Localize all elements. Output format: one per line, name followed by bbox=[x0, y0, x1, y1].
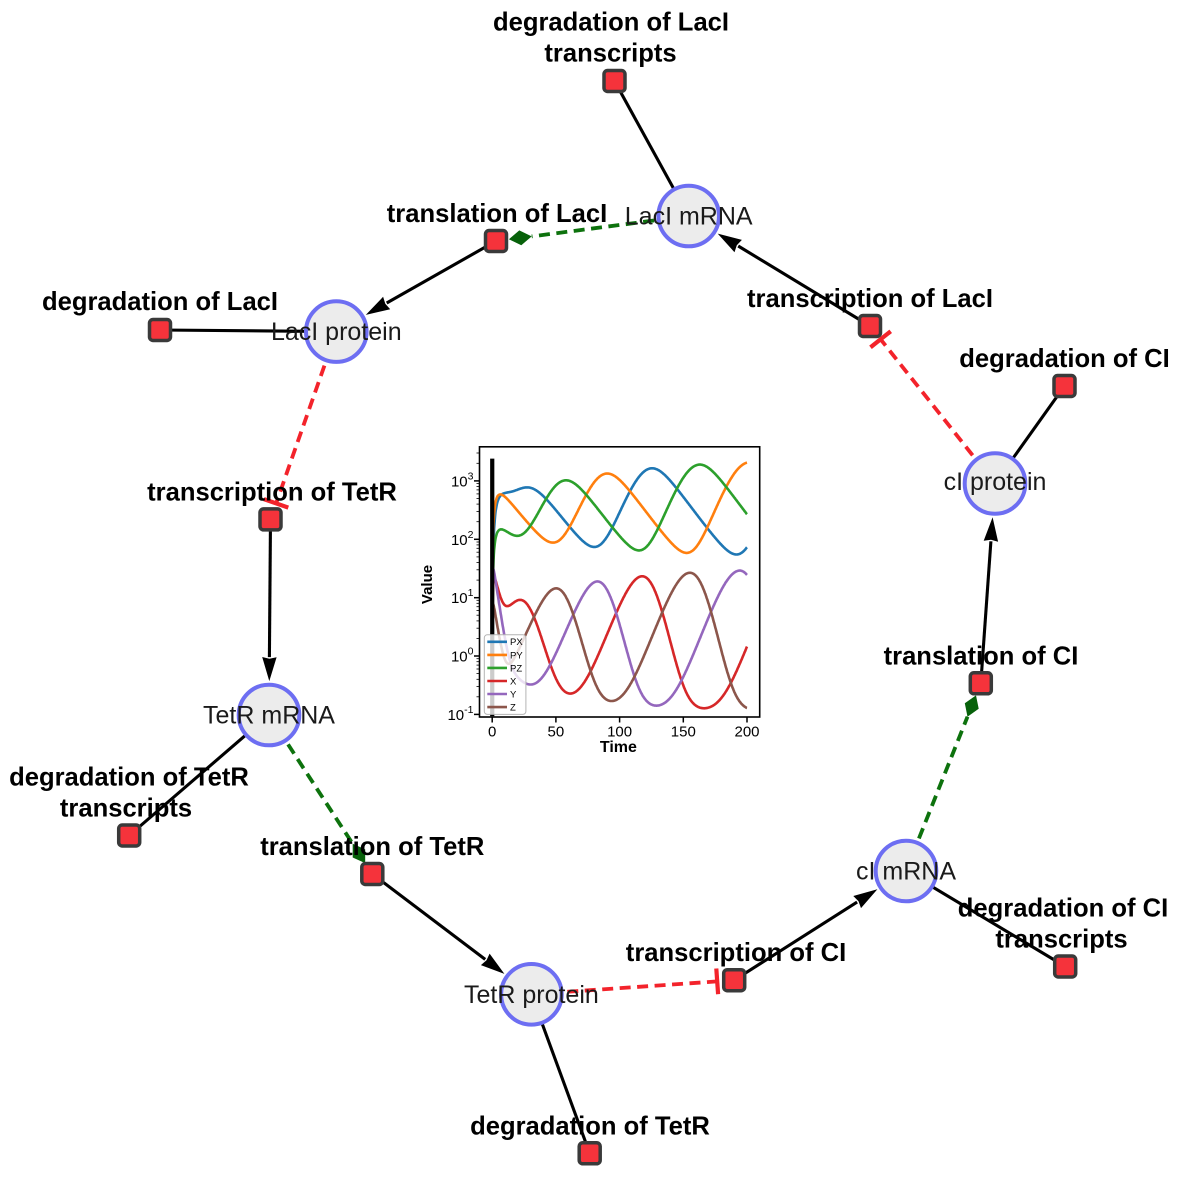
svg-text:translation of TetR: translation of TetR bbox=[260, 833, 484, 861]
svg-text:transcription of TetR: transcription of TetR bbox=[147, 479, 397, 507]
svg-text:transcripts: transcripts bbox=[995, 926, 1127, 954]
svg-text:degradation of LacI: degradation of LacI bbox=[42, 288, 278, 316]
svg-text:TetR mRNA: TetR mRNA bbox=[203, 702, 335, 730]
svg-text:transcription of CI: transcription of CI bbox=[626, 939, 846, 967]
svg-text:degradation of CI: degradation of CI bbox=[958, 895, 1168, 923]
svg-text:TetR protein: TetR protein bbox=[464, 981, 599, 1009]
svg-text:transcription of LacI: transcription of LacI bbox=[747, 285, 993, 313]
svg-text:LacI mRNA: LacI mRNA bbox=[625, 203, 753, 231]
svg-text:50: 50 bbox=[548, 724, 565, 741]
svg-text:degradation of LacI: degradation of LacI bbox=[493, 9, 729, 37]
svg-text:degradation of CI: degradation of CI bbox=[959, 345, 1169, 373]
svg-text:Z: Z bbox=[510, 703, 516, 714]
svg-text:translation of LacI: translation of LacI bbox=[387, 200, 607, 228]
svg-text:PY: PY bbox=[510, 650, 523, 661]
svg-text:degradation of TetR: degradation of TetR bbox=[9, 764, 249, 792]
svg-text:Value: Value bbox=[419, 565, 436, 604]
svg-text:Time: Time bbox=[600, 739, 637, 756]
svg-text:X: X bbox=[510, 676, 517, 687]
svg-text:PX: PX bbox=[510, 637, 523, 648]
svg-text:transcripts: transcripts bbox=[544, 40, 676, 68]
svg-text:cI protein: cI protein bbox=[944, 468, 1047, 496]
svg-text:translation of CI: translation of CI bbox=[884, 642, 1079, 670]
svg-text:degradation of TetR: degradation of TetR bbox=[470, 1112, 710, 1140]
svg-text:100: 100 bbox=[607, 724, 632, 741]
svg-text:200: 200 bbox=[734, 724, 759, 741]
svg-text:PZ: PZ bbox=[510, 663, 522, 674]
svg-text:transcripts: transcripts bbox=[60, 795, 192, 823]
svg-text:Y: Y bbox=[510, 689, 517, 700]
svg-text:LacI protein: LacI protein bbox=[271, 318, 402, 346]
svg-text:150: 150 bbox=[671, 724, 696, 741]
svg-text:cI mRNA: cI mRNA bbox=[856, 858, 956, 886]
svg-text:0: 0 bbox=[488, 724, 496, 741]
